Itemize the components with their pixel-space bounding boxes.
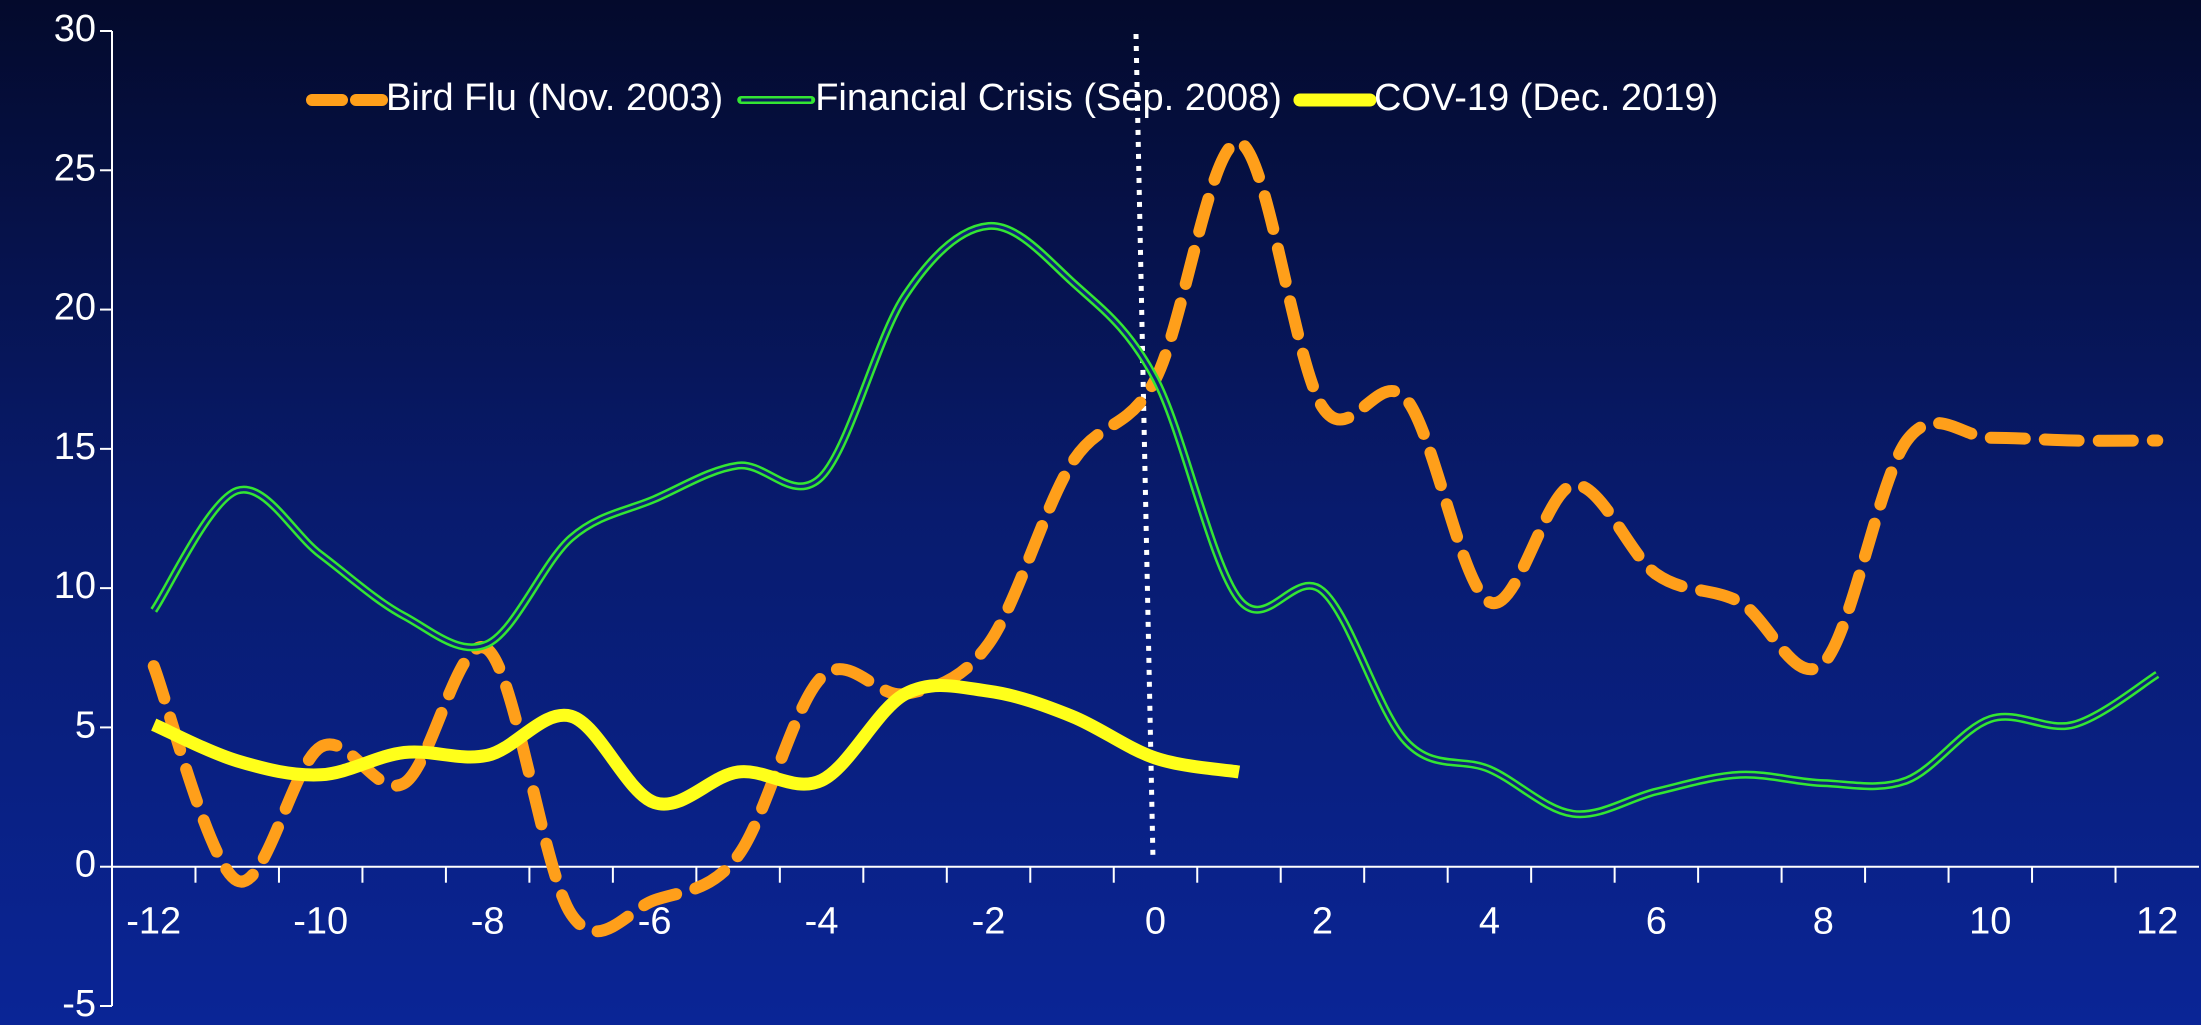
series-line	[151, 679, 1241, 811]
legend-label: Bird Flu (Nov. 2003)	[386, 77, 723, 119]
x-tick-label: 8	[1813, 901, 1834, 943]
x-tick-label: -8	[471, 901, 505, 943]
y-tick-label: 25	[54, 147, 96, 189]
legend-label: Financial Crisis (Sep. 2008)	[815, 77, 1282, 119]
y-tick-label: 15	[54, 426, 96, 468]
x-tick-label: 12	[2136, 901, 2178, 943]
x-tick-label: -4	[805, 901, 839, 943]
x-tick-label: -12	[126, 901, 181, 943]
x-tick-label: -2	[972, 901, 1006, 943]
y-tick-label: -5	[62, 983, 96, 1025]
y-tick-label: 5	[75, 704, 96, 746]
event-line	[1133, 33, 1156, 861]
x-tick-label: 6	[1646, 901, 1667, 943]
x-tick-label: 10	[1969, 901, 2011, 943]
x-tick-label: -10	[293, 901, 348, 943]
legend-label: COV-19 (Dec. 2019)	[1374, 77, 1718, 119]
y-tick-label: 30	[54, 8, 96, 50]
y-tick-label: 0	[75, 844, 96, 886]
x-tick-label: 0	[1145, 901, 1166, 943]
x-tick-label: 2	[1312, 901, 1333, 943]
series-line-inner	[152, 224, 2159, 816]
x-tick-label: 4	[1479, 901, 1500, 943]
y-tick-label: 20	[54, 287, 96, 329]
y-tick-label: 10	[54, 565, 96, 607]
legend: Bird Flu (Nov. 2003) Financial Crisis (Se…	[306, 77, 1718, 119]
